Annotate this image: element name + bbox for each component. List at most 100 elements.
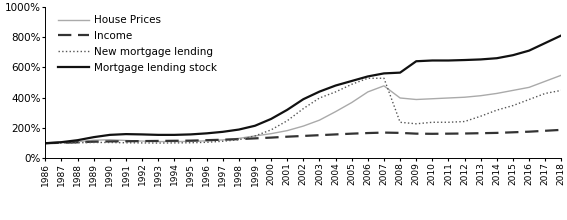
Legend: House Prices, Income, New mortgage lending, Mortgage lending stock: House Prices, Income, New mortgage lendi…	[56, 13, 219, 75]
Mortgage lending stock	[526, 49, 532, 52]
New mortgage lending	[187, 141, 194, 144]
Income	[107, 140, 113, 143]
Income	[187, 139, 194, 142]
Income	[219, 138, 226, 141]
House Prices	[380, 84, 387, 87]
House Prices	[348, 101, 355, 104]
House Prices	[332, 110, 339, 113]
New mortgage lending	[139, 142, 146, 144]
Mortgage lending stock	[477, 58, 484, 61]
New mortgage lending	[445, 121, 452, 124]
House Prices	[122, 139, 129, 142]
Income	[413, 132, 420, 135]
New mortgage lending	[252, 135, 259, 137]
Income	[90, 140, 97, 143]
Mortgage lending stock	[107, 134, 113, 136]
New mortgage lending	[526, 98, 532, 101]
Income	[300, 135, 307, 137]
Line: Income: Income	[45, 130, 561, 143]
House Prices	[316, 119, 323, 121]
Mortgage lending stock	[74, 139, 81, 141]
Income	[58, 141, 65, 144]
New mortgage lending	[558, 89, 565, 92]
House Prices	[542, 80, 549, 82]
Mortgage lending stock	[332, 84, 339, 87]
House Prices	[493, 92, 500, 95]
New mortgage lending	[107, 141, 113, 144]
House Prices	[187, 140, 194, 143]
House Prices	[203, 139, 210, 142]
House Prices	[74, 140, 81, 143]
House Prices	[268, 132, 274, 135]
House Prices	[58, 141, 65, 144]
House Prices	[526, 86, 532, 89]
Mortgage lending stock	[203, 132, 210, 135]
Income	[42, 142, 49, 145]
Income	[542, 129, 549, 132]
New mortgage lending	[155, 142, 162, 144]
Income	[284, 135, 291, 138]
Mortgage lending stock	[300, 98, 307, 101]
House Prices	[90, 139, 97, 141]
Income	[397, 132, 404, 134]
House Prices	[558, 74, 565, 77]
New mortgage lending	[90, 141, 97, 144]
Mortgage lending stock	[90, 136, 97, 138]
New mortgage lending	[284, 119, 291, 122]
Mortgage lending stock	[413, 60, 420, 62]
New mortgage lending	[300, 107, 307, 110]
Income	[510, 131, 517, 134]
Income	[268, 136, 274, 139]
New mortgage lending	[122, 141, 129, 144]
House Prices	[429, 97, 436, 100]
Mortgage lending stock	[122, 133, 129, 136]
New mortgage lending	[413, 123, 420, 125]
New mortgage lending	[429, 121, 436, 124]
House Prices	[252, 135, 259, 137]
New mortgage lending	[74, 141, 81, 144]
Income	[203, 139, 210, 141]
House Prices	[171, 140, 178, 143]
Income	[122, 140, 129, 143]
House Prices	[413, 98, 420, 101]
Mortgage lending stock	[284, 108, 291, 111]
Mortgage lending stock	[187, 133, 194, 136]
Mortgage lending stock	[461, 59, 468, 61]
Mortgage lending stock	[42, 142, 49, 145]
House Prices	[219, 139, 226, 141]
Mortgage lending stock	[219, 130, 226, 133]
New mortgage lending	[348, 83, 355, 86]
House Prices	[235, 137, 242, 140]
House Prices	[300, 125, 307, 127]
New mortgage lending	[316, 97, 323, 99]
Mortgage lending stock	[171, 134, 178, 136]
New mortgage lending	[542, 92, 549, 95]
Income	[380, 131, 387, 134]
Line: House Prices: House Prices	[45, 75, 561, 143]
New mortgage lending	[510, 104, 517, 107]
Mortgage lending stock	[493, 57, 500, 60]
Mortgage lending stock	[445, 59, 452, 62]
Mortgage lending stock	[235, 128, 242, 131]
New mortgage lending	[397, 121, 404, 124]
Income	[332, 133, 339, 136]
House Prices	[510, 89, 517, 92]
Mortgage lending stock	[316, 90, 323, 93]
New mortgage lending	[58, 142, 65, 144]
House Prices	[365, 91, 371, 93]
New mortgage lending	[365, 77, 371, 80]
New mortgage lending	[219, 140, 226, 143]
Line: Mortgage lending stock: Mortgage lending stock	[45, 35, 561, 143]
New mortgage lending	[42, 142, 49, 145]
Mortgage lending stock	[510, 54, 517, 57]
Income	[155, 140, 162, 142]
Income	[235, 138, 242, 140]
Income	[316, 134, 323, 136]
New mortgage lending	[380, 77, 387, 80]
New mortgage lending	[493, 109, 500, 112]
Mortgage lending stock	[58, 141, 65, 143]
Income	[171, 139, 178, 142]
New mortgage lending	[235, 138, 242, 141]
Income	[558, 128, 565, 131]
Mortgage lending stock	[252, 125, 259, 127]
